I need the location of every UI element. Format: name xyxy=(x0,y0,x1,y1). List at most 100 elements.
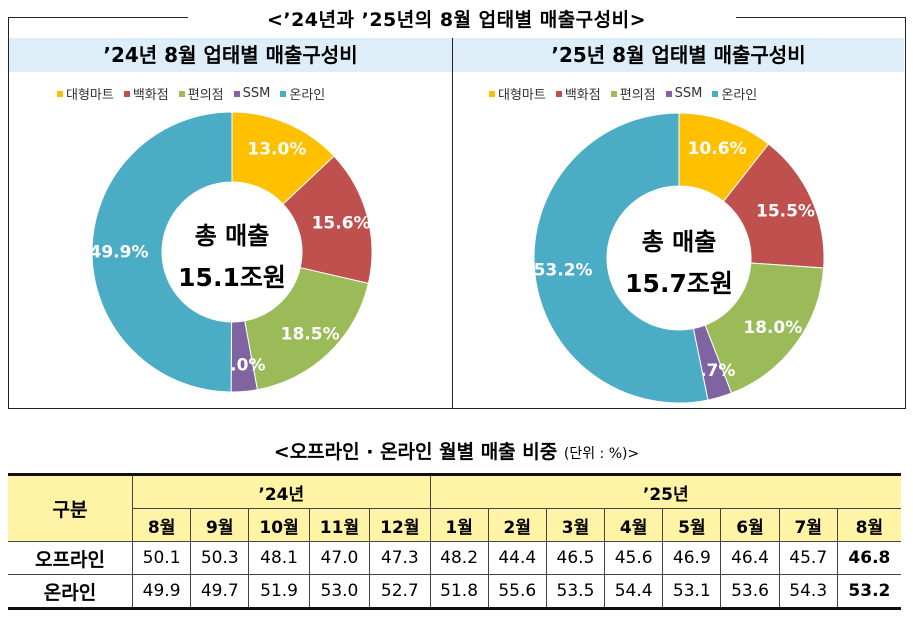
table-cell: 48.1 xyxy=(248,541,310,575)
legend-label: 백화점 xyxy=(132,88,169,103)
legend-item: SSM xyxy=(233,84,271,103)
sales-share-table: 구분 ’24년 ’25년 8월 9월 10월 11월 12월 1월 2월 3월 4월 5월 6월 7월… xyxy=(8,473,901,610)
legend-swatch xyxy=(489,90,495,97)
year-header: ’24년 xyxy=(132,474,431,509)
table-cell: 46.4 xyxy=(720,541,780,575)
legend-swatch xyxy=(123,90,130,97)
table-cell: 46.9 xyxy=(662,541,722,575)
month-header: 3월 xyxy=(545,508,606,542)
legend-label: 대형마트 xyxy=(498,88,546,103)
panel-divider xyxy=(452,38,453,408)
row-label: 온라인 xyxy=(8,574,133,609)
row-label: 오프라인 xyxy=(8,541,133,575)
table-cell: 45.6 xyxy=(604,541,664,575)
table-cell: 46.5 xyxy=(545,541,606,575)
month-header: 5월 xyxy=(662,508,722,542)
legend-label: 편의점 xyxy=(187,88,224,103)
table-cell: 45.7 xyxy=(778,541,838,575)
legend-swatch xyxy=(712,90,719,97)
table-unit: (단위 : %)> xyxy=(563,446,640,462)
table-cell: 53.2 xyxy=(836,574,901,609)
legend-item: 대형마트 xyxy=(57,84,114,103)
chart-title: ’24년 8월 업태별 매출구성비 xyxy=(9,38,452,72)
data-label: 53.2% xyxy=(534,261,593,281)
legend-swatch xyxy=(555,90,562,97)
data-label: 18.5% xyxy=(281,325,340,345)
table-title-text: <오프라인 · 온라인 월별 매출 비중 xyxy=(273,441,558,463)
data-label: 13.0% xyxy=(247,139,306,159)
panel-2025: ’25년 8월 업태별 매출구성비 xyxy=(453,38,904,408)
donut-slice xyxy=(722,143,825,269)
month-header: 8월 xyxy=(836,508,901,542)
legend-item: 편의점 xyxy=(610,84,656,103)
legend-swatch xyxy=(280,90,287,97)
table-cell: 50.1 xyxy=(131,541,192,575)
legend-item: 온라인 xyxy=(280,84,325,103)
legend-label: SSM xyxy=(242,86,271,101)
table-cell: 47.0 xyxy=(308,541,371,575)
table-cell: 53.1 xyxy=(662,574,722,609)
table-cell: 44.4 xyxy=(487,541,547,575)
center-label: 총 매출 xyxy=(195,222,270,250)
data-label: 15.6% xyxy=(312,214,371,234)
legend-item: SSM xyxy=(665,84,703,103)
legend-swatch xyxy=(233,90,240,97)
donut-charts: 13.0%15.6%18.5%3.0%49.9%총 매출15.1조원10.6%1… xyxy=(90,111,825,404)
data-label: 10.6% xyxy=(688,139,747,159)
corner-header: 구분 xyxy=(8,474,133,542)
legend-label: 대형마트 xyxy=(66,88,114,103)
legend: 대형마트 백화점 편의점 SSM 온라인 xyxy=(57,84,325,103)
table-cell: 49.7 xyxy=(190,574,250,609)
title-rule-left xyxy=(8,17,188,18)
main-title: <’24년과 ’25년의 8월 업태별 매출구성비> xyxy=(0,5,913,32)
legend-item: 백화점 xyxy=(123,84,169,103)
legend-label: 온라인 xyxy=(289,88,326,103)
month-header: 8월 xyxy=(132,508,192,542)
legend-item: 백화점 xyxy=(555,84,601,103)
legend-label: SSM xyxy=(674,86,703,101)
data-label: 15.5% xyxy=(756,202,815,222)
table-cell: 51.9 xyxy=(248,574,310,609)
legend-swatch xyxy=(57,90,63,97)
month-header: 4월 xyxy=(604,508,664,542)
center-value: 15.7조원 xyxy=(625,269,733,298)
year-header: ’25년 xyxy=(429,474,901,509)
table-cell: 55.6 xyxy=(487,574,547,609)
month-header: 9월 xyxy=(190,508,250,542)
table-cell: 51.8 xyxy=(429,574,489,609)
legend-item: 온라인 xyxy=(712,84,757,103)
table-cell: 54.3 xyxy=(778,574,838,609)
table-cell: 49.9 xyxy=(131,574,192,609)
table-cell: 47.3 xyxy=(369,541,431,575)
data-label: 49.9% xyxy=(90,243,149,263)
table-cell: 46.8 xyxy=(836,541,901,575)
month-header: 2월 xyxy=(487,508,547,542)
table-cell: 54.4 xyxy=(604,574,664,609)
table-title: <오프라인 · 온라인 월별 매출 비중 (단위 : %)> xyxy=(0,437,913,464)
chart-title: ’25년 8월 업태별 매출구성비 xyxy=(453,38,904,72)
data-label: 18.0% xyxy=(743,318,802,338)
legend-item: 편의점 xyxy=(178,84,224,103)
donut-slice xyxy=(533,112,709,404)
table-cell: 48.2 xyxy=(429,541,489,575)
legend-label: 편의점 xyxy=(619,88,656,103)
legend-swatch xyxy=(610,90,617,97)
table-row: 온라인 49.9 49.7 51.9 53.0 52.7 51.8 55.6 53.5 54.4 5… xyxy=(8,574,901,609)
center-value: 15.1조원 xyxy=(178,263,286,292)
title-rule-right xyxy=(736,17,905,18)
legend-swatch xyxy=(665,90,672,97)
month-header: 11월 xyxy=(308,508,371,542)
legend-swatch xyxy=(178,90,185,97)
charts-frame xyxy=(8,17,906,409)
month-header: 6월 xyxy=(720,508,780,542)
table-cell: 52.7 xyxy=(369,574,431,609)
legend-label: 백화점 xyxy=(564,88,601,103)
table-cell: 50.3 xyxy=(190,541,250,575)
donut-slice xyxy=(704,262,825,394)
legend-label: 온라인 xyxy=(721,88,758,103)
table-cell: 53.0 xyxy=(308,574,371,609)
main-title-text: <’24년과 ’25년의 8월 업태별 매출구성비> xyxy=(254,9,659,31)
month-header: 12월 xyxy=(369,508,431,542)
donut-slice xyxy=(91,111,233,393)
legend-item: 대형마트 xyxy=(489,84,546,103)
